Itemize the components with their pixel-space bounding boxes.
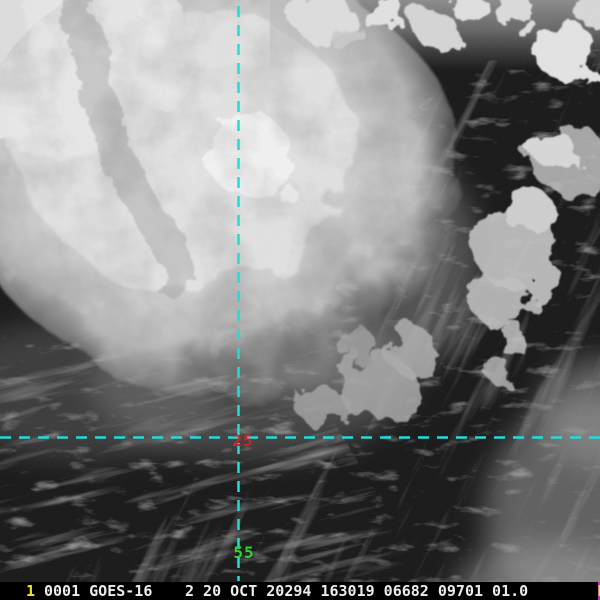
image-id-text: 0001 GOES-16 xyxy=(44,582,153,600)
probe-value-label: 55 xyxy=(233,543,255,562)
mcidas-brand-rest: cIDAS xyxy=(598,582,600,600)
frame-number: 1 xyxy=(26,582,36,600)
status-bar: 1 0001 GOES-16 2 20 OCT 20294 163019 066… xyxy=(0,582,600,600)
cursor-value-label: 25 xyxy=(232,431,254,450)
mcidas-brand-highlight: M xyxy=(598,582,600,600)
image-datetime-text: 2 20 OCT 20294 163019 06682 09701 01.0 xyxy=(185,582,529,600)
